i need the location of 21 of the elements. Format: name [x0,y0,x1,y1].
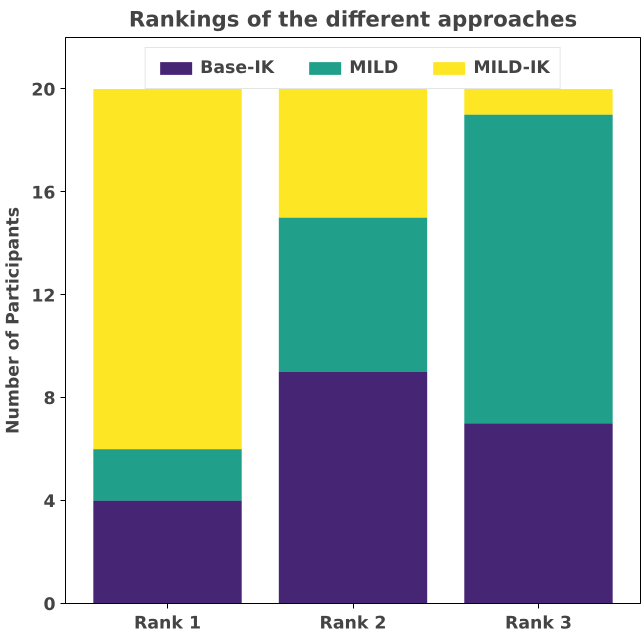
legend-label: Base-IK [200,58,274,78]
y-tick-label: 4 [43,492,56,512]
y-axis-title: Number of Participants [3,206,24,434]
y-tick-label: 12 [31,286,56,306]
y-tick-label: 0 [43,595,56,615]
chart-title: Rankings of the different approaches [128,8,578,32]
bar [93,449,242,501]
legend-label: MILD-IK [473,58,550,78]
y-tick-label: 8 [43,389,56,410]
x-tick-label: Rank 2 [320,614,387,634]
bar [278,218,428,372]
y-tick-label: 20 [31,80,56,100]
bar [93,500,242,604]
bar [464,114,613,424]
legend-label: MILD [349,58,398,78]
y-tick-label: 16 [31,183,56,204]
bar [464,88,613,115]
bar [464,423,613,604]
bar [278,372,428,604]
x-tick-label: Rank 3 [504,614,572,634]
x-tick-label: Rank 1 [134,614,202,634]
